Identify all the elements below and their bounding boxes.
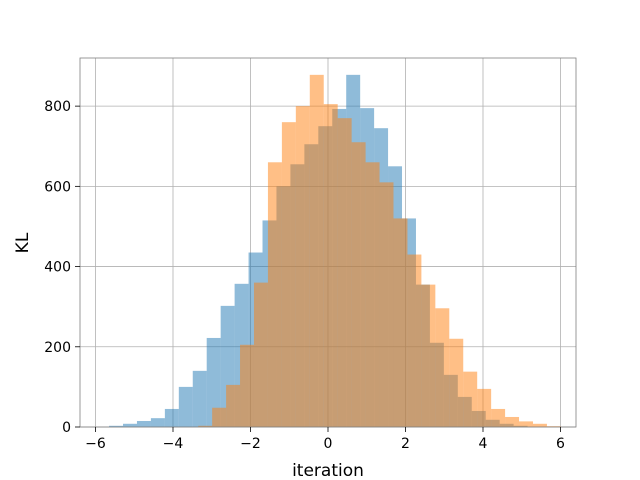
x-tick-label: −2 — [240, 436, 261, 452]
histogram-bar — [351, 142, 366, 427]
histogram-bar — [379, 182, 394, 427]
histogram-bar — [309, 74, 324, 428]
histogram-bar — [150, 418, 165, 427]
histogram-bar — [253, 282, 268, 427]
histogram-bar — [136, 420, 151, 427]
series-1-bars — [198, 74, 561, 428]
histogram-bar — [519, 421, 533, 427]
histogram-bars — [109, 74, 561, 428]
histogram-bar — [164, 408, 179, 427]
histogram-bar — [267, 162, 282, 428]
x-tick-label: 4 — [479, 436, 488, 452]
x-tick-label: −6 — [85, 436, 106, 452]
histogram-bar — [491, 408, 506, 427]
histogram-bar — [421, 284, 436, 427]
histogram-bar — [546, 426, 561, 427]
histogram-bar — [337, 118, 352, 428]
y-tick-label: 200 — [44, 340, 71, 356]
histogram-bar — [212, 407, 227, 427]
histogram-bar — [192, 370, 207, 427]
x-tick-label: −4 — [163, 436, 184, 452]
x-tick-label: 0 — [324, 436, 333, 452]
histogram-bar — [226, 384, 241, 427]
histogram-bar — [109, 425, 124, 427]
histogram-bar — [407, 254, 422, 427]
x-tick-label: 2 — [401, 436, 410, 452]
histogram-bar — [295, 106, 310, 427]
histogram-bar — [435, 308, 450, 427]
histogram-bar — [505, 416, 520, 427]
histogram-bar — [365, 162, 380, 428]
histogram-bar — [206, 337, 221, 427]
histogram-bar — [463, 371, 478, 427]
histogram-bar — [240, 344, 254, 427]
histogram-bar — [123, 423, 137, 427]
y-tick-label: 0 — [62, 420, 71, 436]
histogram-bar — [393, 218, 408, 427]
histogram-bar — [477, 388, 492, 427]
histogram-bar — [449, 338, 464, 427]
histogram-bar — [323, 104, 338, 427]
axis-ticks: −6 −4 −2 0 2 4 6 0 200 400 600 800 — [44, 99, 565, 452]
histogram-bar — [532, 423, 547, 427]
y-tick-label: 400 — [44, 260, 71, 276]
histogram-bar — [178, 386, 193, 427]
y-tick-label: 800 — [44, 99, 71, 115]
y-tick-label: 600 — [44, 179, 71, 195]
histogram-bar — [281, 122, 296, 427]
x-axis-label: iteration — [292, 461, 364, 480]
y-axis-label: KL — [13, 232, 33, 253]
x-tick-label: 6 — [556, 436, 565, 452]
histogram-bar — [198, 425, 213, 427]
